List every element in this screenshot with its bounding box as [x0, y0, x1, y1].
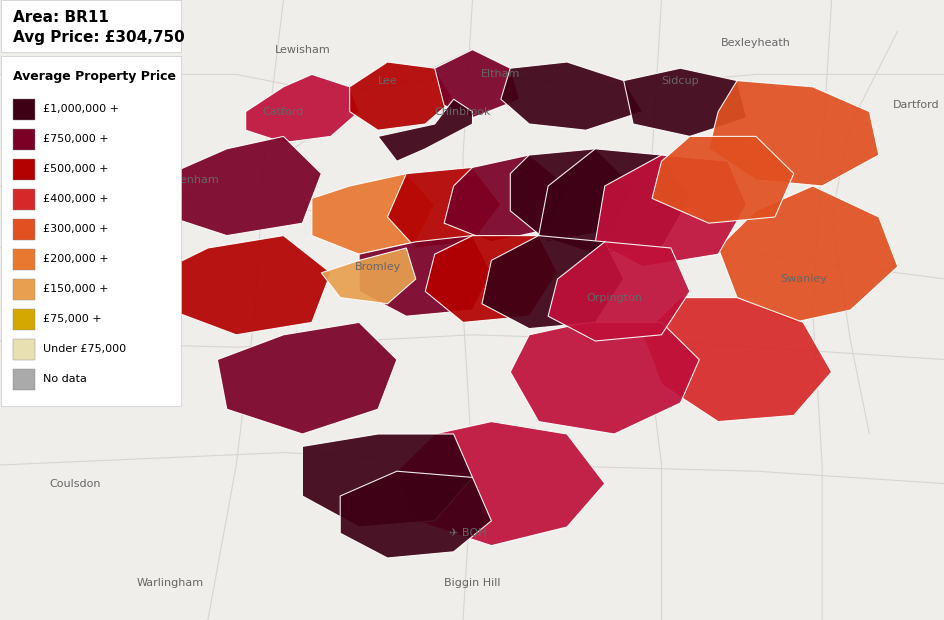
Polygon shape [708, 81, 878, 186]
Polygon shape [510, 322, 699, 434]
Text: £300,000 +: £300,000 + [43, 224, 109, 234]
Text: Dartford: Dartford [892, 100, 939, 110]
Text: Sidcup: Sidcup [661, 76, 699, 86]
Text: Coulsdon: Coulsdon [50, 479, 101, 489]
Text: Under £75,000: Under £75,000 [43, 344, 126, 354]
Polygon shape [245, 74, 359, 143]
Text: £1,000,000 +: £1,000,000 + [43, 104, 119, 114]
Polygon shape [623, 68, 746, 136]
Text: No data: No data [43, 374, 87, 384]
Text: £400,000 +: £400,000 + [43, 194, 109, 204]
Text: Lee: Lee [378, 76, 396, 86]
Text: Catford: Catford [262, 107, 304, 117]
Text: £75,000 +: £75,000 + [43, 314, 102, 324]
Polygon shape [651, 136, 793, 223]
Polygon shape [548, 242, 689, 341]
Polygon shape [642, 298, 831, 422]
Text: Swanley: Swanley [779, 274, 826, 284]
Text: £200,000 +: £200,000 + [43, 254, 109, 264]
Text: Sydenham: Sydenham [159, 175, 219, 185]
Text: Average Property Price: Average Property Price [13, 70, 176, 83]
Polygon shape [349, 62, 453, 130]
Text: Lewisham: Lewisham [275, 45, 329, 55]
Text: Avg Price: £304,750: Avg Price: £304,750 [13, 30, 185, 45]
Text: ✈ BQH: ✈ BQH [448, 528, 486, 538]
Bar [13, 369, 35, 390]
Text: Chinbrook: Chinbrook [434, 107, 491, 117]
Bar [13, 159, 35, 180]
FancyBboxPatch shape [1, 0, 181, 52]
Polygon shape [170, 236, 330, 335]
Polygon shape [378, 99, 472, 161]
Polygon shape [312, 174, 434, 254]
Text: Bromley: Bromley [355, 262, 400, 272]
Text: Area: BR11: Area: BR11 [13, 10, 109, 25]
Text: £500,000 +: £500,000 + [43, 164, 109, 174]
Polygon shape [434, 50, 519, 118]
Text: Orpington: Orpington [585, 293, 642, 303]
Polygon shape [340, 471, 491, 558]
Text: Eltham: Eltham [480, 69, 520, 79]
Text: Biggin Hill: Biggin Hill [444, 578, 500, 588]
Polygon shape [425, 236, 557, 322]
Polygon shape [717, 186, 897, 322]
Bar [13, 339, 35, 360]
Bar [13, 99, 35, 120]
Bar [13, 219, 35, 240]
FancyBboxPatch shape [1, 56, 181, 406]
Bar [13, 189, 35, 210]
Polygon shape [302, 434, 472, 527]
Polygon shape [595, 155, 746, 267]
Polygon shape [359, 236, 491, 316]
Polygon shape [217, 322, 396, 434]
Text: £150,000 +: £150,000 + [43, 284, 109, 294]
Polygon shape [500, 62, 642, 130]
Polygon shape [387, 167, 500, 248]
Polygon shape [444, 155, 566, 242]
Polygon shape [321, 248, 415, 304]
Polygon shape [481, 236, 623, 329]
Text: £750,000 +: £750,000 + [43, 134, 109, 144]
Text: Croydon: Croydon [71, 367, 118, 377]
Bar [13, 129, 35, 150]
Polygon shape [538, 149, 689, 254]
Polygon shape [510, 149, 632, 242]
Bar [13, 279, 35, 300]
Polygon shape [170, 136, 321, 236]
Bar [13, 309, 35, 330]
Bar [13, 249, 35, 270]
Polygon shape [396, 422, 604, 546]
Text: Bexleyheath: Bexleyheath [720, 38, 790, 48]
Text: Warlingham: Warlingham [136, 578, 204, 588]
